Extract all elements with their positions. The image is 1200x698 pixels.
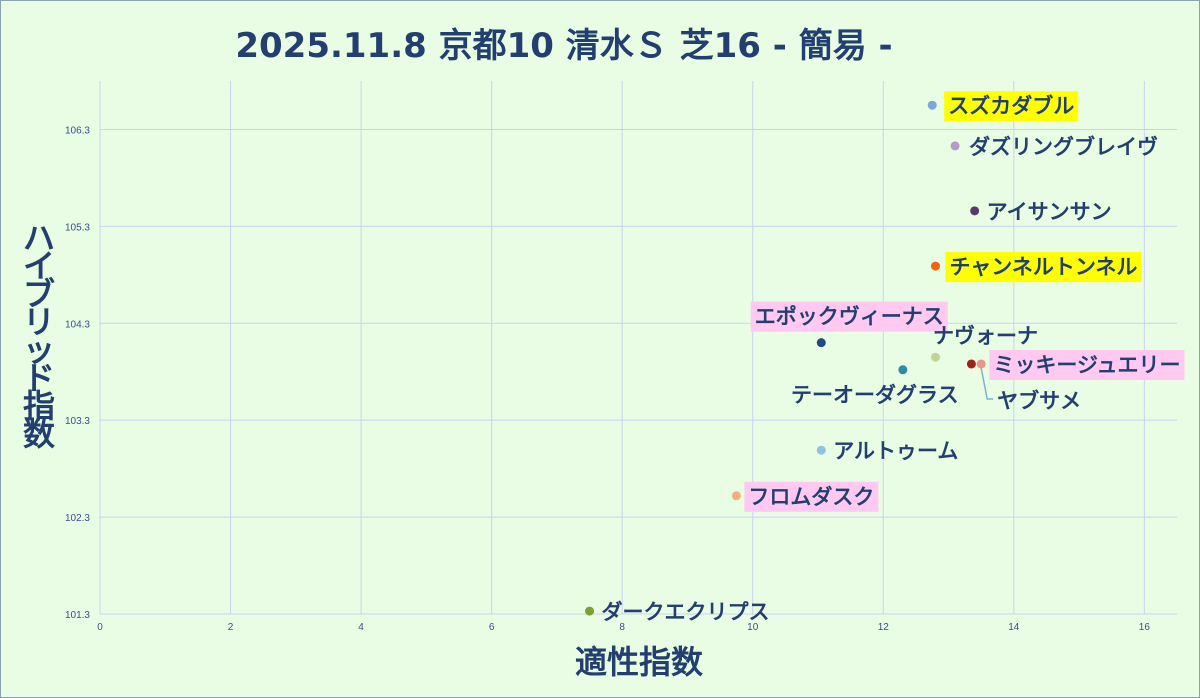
point-label: テーオーダグラス [791,383,959,407]
data-point [966,359,976,369]
data-point [927,100,937,110]
chart-title: 2025.11.8 京都10 清水Ｓ 芝16 - 簡易 - [235,26,892,66]
x-tick-label: 16 [1139,622,1151,633]
point-labels: スズカダブルダズリングブレイヴアイサンサンチャンネルトンネルエポックヴィーナスナ… [602,94,1181,624]
data-point [585,606,595,616]
x-tick-label: 6 [489,622,495,633]
x-tick-label: 4 [358,622,364,633]
data-point [930,352,940,362]
x-axis-label: 適性指数 [575,643,704,681]
y-tick-label: 106.3 [65,125,90,136]
y-tick-label: 101.3 [65,610,90,621]
y-tick-label: 105.3 [65,222,90,233]
label-highlight [744,481,879,512]
point-label: ヤブサメ [997,389,1081,413]
y-axis-label: ハイブリッド指数 [23,219,56,453]
data-point [816,338,826,348]
data-point [976,359,986,369]
label-highlight [750,301,948,332]
x-tick-label: 12 [878,622,890,633]
data-point [898,365,908,375]
label-highlight [945,252,1142,283]
grid [99,81,1177,615]
y-axis-label-char: ド [23,359,55,397]
point-label: アイサンサン [987,200,1112,224]
axis-ticks: 0 2 4 6 8 10 12 14 16 101.3 102.3 103.3 104.3 105.3 10… [65,125,1150,633]
point-label: アルトゥーム [833,439,958,463]
point-label: スズカダブル [948,94,1074,118]
point-label: ダークエクリプス [602,600,770,624]
point-label: ナヴォーナ [933,324,1038,348]
point-label: エポックヴィーナス [755,305,944,329]
x-tick-label: 0 [97,622,103,633]
y-tick-label: 102.3 [65,513,90,524]
x-tick-label: 14 [1008,622,1020,633]
data-point [930,261,940,271]
point-label: ミッキージュエリー [993,353,1180,377]
data-point [731,491,741,501]
y-tick-label: 104.3 [65,319,90,330]
x-tick-label: 8 [619,622,625,633]
point-label: フロムダスク [748,485,874,509]
label-highlight [944,91,1079,122]
point-label: チャンネルトンネル [949,255,1137,279]
y-axis-label-char: イ [23,247,55,285]
point-label: ダズリングブレイヴ [969,135,1158,159]
data-point [970,206,980,216]
y-axis-label-char: ブ [23,275,55,313]
y-axis-label-char: 数 [23,415,56,453]
data-point [950,141,960,151]
data-point [816,445,826,455]
y-axis-label-char: 指 [23,387,55,425]
data-points [585,100,986,616]
x-tick-label: 10 [747,622,759,633]
y-axis-label-char: ッ [23,331,55,369]
leader-lines [980,367,994,400]
y-axis-label-char: リ [23,303,55,341]
label-highlights [744,91,1185,512]
x-tick-label: 2 [228,622,234,633]
leader-line [980,367,994,400]
y-tick-label: 103.3 [65,416,90,427]
y-axis-label-char: ハ [23,219,55,257]
label-highlight [989,349,1185,380]
